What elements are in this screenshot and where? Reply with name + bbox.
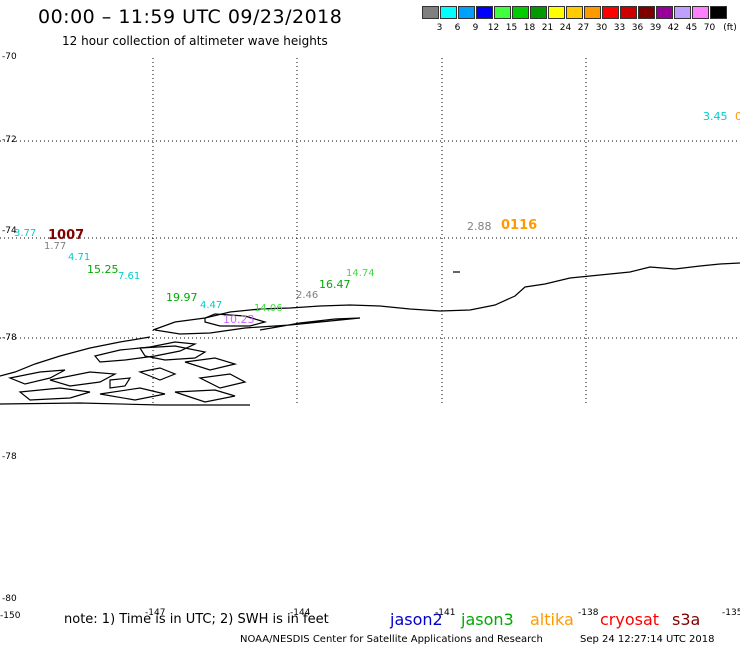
satellite-name: altika	[530, 610, 574, 629]
legend-label: 30	[595, 23, 608, 33]
legend-swatch	[548, 6, 565, 19]
lon-label: -147	[145, 608, 166, 618]
wave-height-label: 16.47	[319, 278, 351, 291]
legend-swatch	[440, 6, 457, 19]
footer-note: note: 1) Time is in UTC; 2) SWH is in fe…	[64, 612, 329, 627]
legend-swatch	[638, 6, 655, 19]
wave-height-label: 14.74	[346, 268, 375, 279]
legend-swatch	[458, 6, 475, 19]
legend-label: 39	[649, 23, 662, 33]
legend-label: 27	[577, 23, 590, 33]
wave-height-label: 1007	[48, 228, 85, 243]
legend-swatch	[422, 6, 439, 19]
legend-label: 9	[472, 23, 479, 33]
wave-height-label: 10.23	[223, 313, 255, 326]
lat-label: -80	[2, 594, 17, 604]
legend-label: 6	[454, 23, 461, 33]
wave-height-label: 0116	[501, 218, 538, 233]
lat-label: -78	[2, 452, 17, 462]
map-title: 00:00 – 11:59 UTC 09/23/2018	[38, 6, 343, 28]
lon-label: -141	[435, 608, 456, 618]
map-subtitle: 12 hour collection of altimeter wave hei…	[62, 34, 328, 48]
wave-height-label: 4.47	[200, 300, 223, 311]
legend-unit: (ft)	[723, 23, 737, 33]
credit-line: NOAA/NESDIS Center for Satellite Applica…	[240, 634, 543, 645]
wave-height-label: 0	[735, 110, 740, 123]
legend-swatch	[674, 6, 691, 19]
legend-label: 3	[436, 23, 443, 33]
lon-label: -150	[0, 611, 21, 621]
wave-height-label: 15.25	[87, 263, 119, 276]
legend-label: 70	[703, 23, 716, 33]
wave-height-label: 7.61	[118, 271, 141, 282]
legend-swatch	[512, 6, 529, 19]
wave-height-label: 1.77	[44, 241, 67, 252]
lon-label: -144	[290, 608, 311, 618]
legend-swatch	[710, 6, 727, 19]
legend-swatch	[656, 6, 673, 19]
wave-height-label: 2.88	[467, 220, 492, 233]
lon-label: -135	[722, 608, 740, 618]
legend-swatch	[494, 6, 511, 19]
wave-height-label: 4.71	[68, 252, 91, 263]
satellite-name: jason2	[390, 610, 443, 629]
legend-swatch	[584, 6, 601, 19]
legend-label: 42	[667, 23, 680, 33]
legend-swatch	[476, 6, 493, 19]
legend-swatch	[566, 6, 583, 19]
legend-label: 21	[541, 23, 554, 33]
legend-swatch	[602, 6, 619, 19]
legend-label: 45	[685, 23, 698, 33]
coastline	[0, 262, 740, 406]
lon-label: -138	[578, 608, 599, 618]
legend-label: 33	[613, 23, 626, 33]
legend-label: 24	[559, 23, 572, 33]
lat-label: -74	[2, 226, 17, 236]
wave-height-label: 3.77	[14, 228, 37, 239]
lat-label: -72	[2, 135, 17, 145]
lat-label: -78	[2, 333, 17, 343]
legend-swatch	[530, 6, 547, 19]
wave-height-label: 14.06	[254, 303, 283, 314]
wave-height-label: 3.45	[703, 110, 728, 123]
graticule	[0, 58, 740, 405]
wave-height-label: 2.46	[296, 290, 319, 301]
legend-swatch	[692, 6, 709, 19]
wave-height-label: 19.97	[166, 291, 198, 304]
legend-label: 36	[631, 23, 644, 33]
generated-timestamp: Sep 24 12:27:14 UTC 2018	[580, 634, 715, 645]
satellite-name: s3a	[672, 610, 701, 629]
legend-label: 18	[523, 23, 536, 33]
legend-swatch	[620, 6, 637, 19]
satellite-name: cryosat	[600, 610, 660, 629]
legend-label: 15	[505, 23, 518, 33]
satellite-name: jason3	[461, 610, 514, 629]
lat-label: -70	[2, 52, 17, 62]
legend-label: 12	[487, 23, 500, 33]
